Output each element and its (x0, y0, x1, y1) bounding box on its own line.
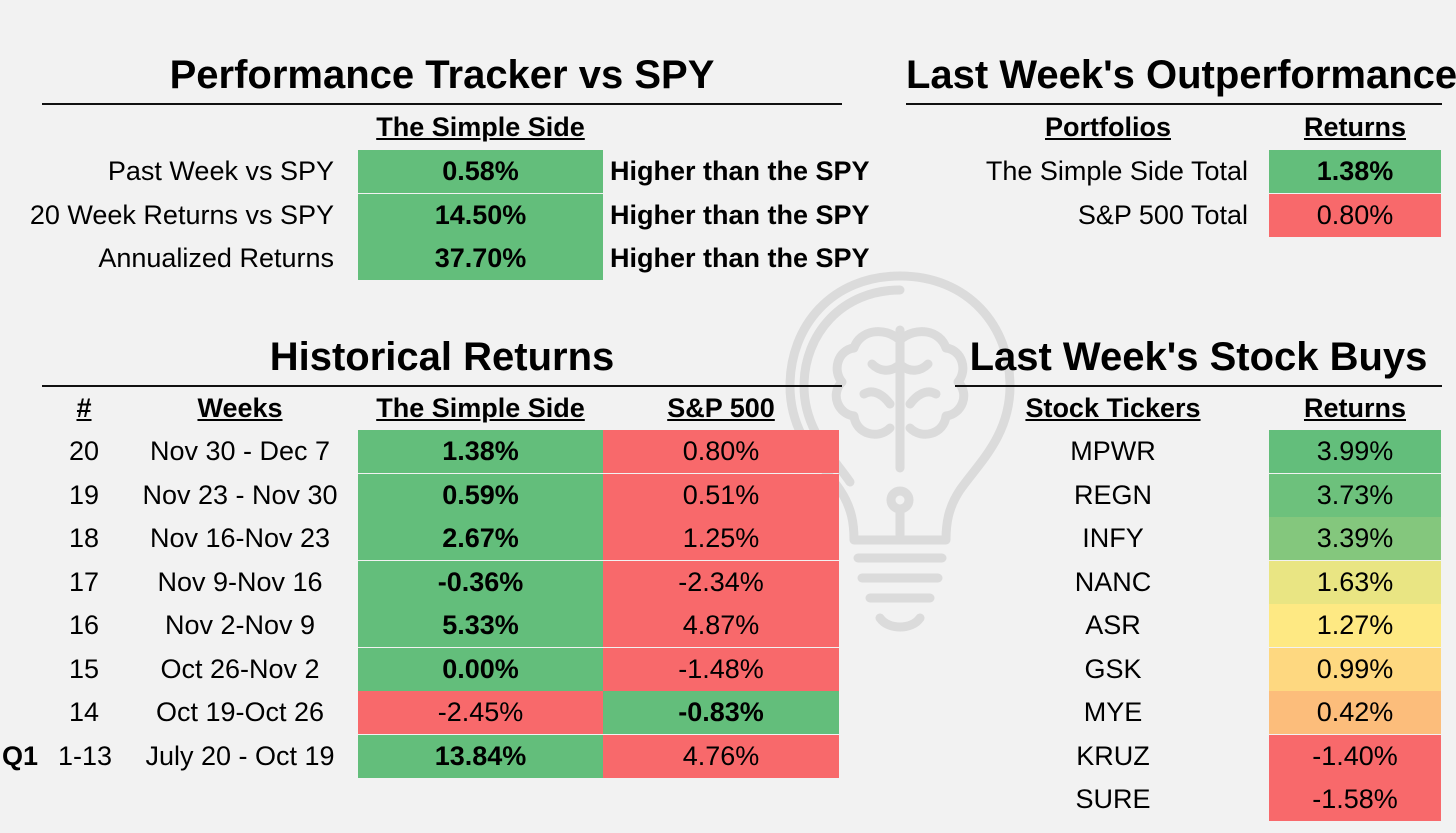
tracker-row-note: Higher than the SPY (610, 243, 870, 273)
buys-row-value: -1.58% (1269, 778, 1441, 821)
historical-title: Historical Returns (269, 335, 615, 379)
outperformance-title-rule (906, 103, 1442, 105)
buys-row-value: 1.27% (1269, 604, 1441, 647)
outperformance-title: Last Week's Outperformance (906, 53, 1456, 97)
buys-returns-header: Returns (1303, 393, 1406, 423)
historical-row-num: 20 (68, 436, 100, 466)
tracker-row-note: Higher than the SPY (610, 199, 870, 230)
portfolios-header: Portfolios (1045, 112, 1171, 142)
tracker-row-label: Annualized Returns (98, 243, 334, 273)
buys-row-ticker: REGN (1073, 479, 1152, 510)
buys-row-value: 0.42% (1269, 691, 1441, 734)
historical-row-simple: 0.59% (358, 473, 603, 517)
historical-row-weeks: Nov 16-Nov 23 (149, 523, 331, 553)
tracker-row-value: 0.58% (358, 150, 603, 193)
historical-row-weeks: Oct 26-Nov 2 (160, 653, 320, 684)
historical-row-sp: 0.51% (603, 473, 839, 517)
historical-row-simple: 13.84% (358, 734, 603, 778)
historical-row-simple: -0.36% (358, 560, 603, 604)
historical-row-simple: 2.67% (358, 517, 603, 560)
buys-row-ticker: SURE (1075, 784, 1151, 814)
buys-row-ticker: INFY (1082, 523, 1144, 553)
tracker-row-value: 14.50% (358, 193, 603, 237)
outperformance-row-name: S&P 500 Total (1077, 199, 1248, 230)
buys-row-ticker: MYE (1083, 697, 1143, 727)
lightbulb-brain-icon (785, 271, 1015, 632)
historical-row-sp: -0.83% (603, 691, 839, 734)
outperformance-row-name: The Simple Side Total (985, 156, 1248, 186)
historical-title-rule (42, 385, 842, 387)
tracker-title: Performance Tracker vs SPY (169, 53, 715, 97)
historical-row-num: 16 (68, 610, 100, 640)
buys-row-value: 3.99% (1269, 430, 1441, 473)
historical-row-weeks: Nov 30 - Dec 7 (149, 436, 331, 466)
historical-row-num: 14 (68, 697, 100, 727)
historical-weeks-header: Weeks (197, 393, 283, 423)
historical-row-num: 17 (68, 566, 100, 597)
tickers-header: Stock Tickers (1025, 393, 1201, 423)
historical-simple-header: The Simple Side (376, 393, 585, 423)
outperformance-row-value: 1.38% (1269, 150, 1441, 193)
historical-row-sp: 1.25% (603, 517, 839, 560)
buys-row-ticker: GSK (1084, 653, 1142, 684)
buys-row-ticker: KRUZ (1076, 740, 1150, 771)
historical-row-sp: 4.87% (603, 604, 839, 647)
historical-sp-header: S&P 500 (667, 393, 775, 423)
historical-row-num: 18 (68, 523, 100, 553)
tracker-row-label: 20 Week Returns vs SPY (29, 199, 334, 230)
historical-row-simple: 1.38% (358, 430, 603, 473)
historical-row-weeks: Oct 19-Oct 26 (155, 697, 325, 727)
historical-row-num: 1-13 (58, 740, 113, 771)
buys-row-ticker: MPWR (1070, 436, 1156, 466)
buys-row-ticker: NANC (1074, 566, 1152, 597)
buys-row-ticker: ASR (1085, 610, 1141, 640)
historical-row-sp: -2.34% (603, 560, 839, 604)
outperformance-returns-header: Returns (1303, 112, 1406, 142)
buys-row-value: 3.39% (1269, 517, 1441, 560)
tracker-title-rule (42, 103, 842, 105)
historical-row-sp: -1.48% (603, 647, 839, 691)
buys-row-value: 1.63% (1269, 560, 1441, 604)
historical-row-weeks: July 20 - Oct 19 (145, 740, 335, 771)
historical-row-num: 19 (68, 479, 100, 510)
historical-row-simple: 5.33% (358, 604, 603, 647)
buys-title-rule (955, 385, 1442, 387)
tracker-col-header: The Simple Side (376, 112, 585, 142)
historical-row-weeks: Nov 9-Nov 16 (157, 566, 323, 597)
tracker-row-label: Past Week vs SPY (107, 156, 334, 186)
tracker-row-note: Higher than the SPY (610, 156, 870, 186)
historical-row-sp: 0.80% (603, 430, 839, 473)
historical-row-simple: -2.45% (358, 691, 603, 734)
historical-row-sp: 4.76% (603, 734, 839, 778)
historical-row-simple: 0.00% (358, 647, 603, 691)
historical-row-num: 15 (68, 653, 100, 684)
buys-title: Last Week's Stock Buys (969, 335, 1428, 379)
historical-num-header: # (76, 393, 92, 423)
buys-row-value: 0.99% (1269, 647, 1441, 691)
buys-row-value: 3.73% (1269, 473, 1441, 517)
outperformance-row-value: 0.80% (1269, 193, 1441, 237)
historical-row-weeks: Nov 23 - Nov 30 (142, 479, 338, 510)
quarter-label: Q1 (2, 740, 39, 771)
buys-row-value: -1.40% (1269, 734, 1441, 778)
tracker-row-value: 37.70% (358, 237, 603, 280)
historical-row-weeks: Nov 2-Nov 9 (164, 610, 316, 640)
